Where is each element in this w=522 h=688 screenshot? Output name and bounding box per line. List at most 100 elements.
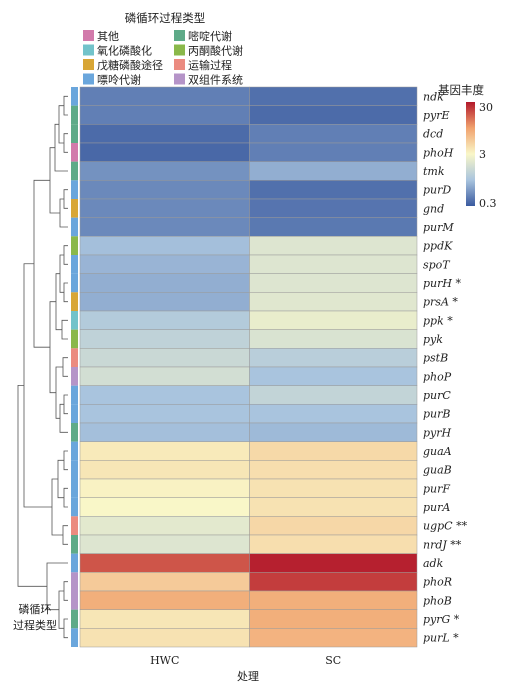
heatmap-cell bbox=[249, 105, 418, 125]
category-cell bbox=[71, 199, 78, 218]
heatmap-cell bbox=[249, 292, 418, 312]
dendrogram-branch bbox=[62, 357, 68, 377]
dendrogram-branch bbox=[63, 450, 68, 471]
row-label: adk bbox=[423, 557, 444, 570]
heatmap-cell bbox=[79, 86, 250, 106]
category-cell bbox=[71, 423, 78, 442]
heatmap-cell bbox=[79, 404, 250, 424]
heatmap-cell bbox=[249, 590, 418, 610]
row-label: purF bbox=[423, 482, 450, 495]
heatmap-cell bbox=[79, 478, 250, 498]
category-cell bbox=[71, 273, 78, 293]
side-label-line2: 过程类型 bbox=[13, 618, 57, 632]
row-label: ugpC ** bbox=[423, 520, 468, 533]
dendrogram-branch bbox=[33, 179, 50, 348]
dendrogram-branch bbox=[63, 189, 68, 209]
legend-item-label: 嘧啶代谢 bbox=[188, 29, 232, 43]
colorbar-title: 基因丰度 bbox=[438, 83, 484, 97]
row-label: spoT bbox=[423, 258, 451, 271]
dendrogram-branch bbox=[63, 95, 68, 116]
row-label: prsA * bbox=[423, 296, 458, 309]
heatmap-cell bbox=[249, 217, 418, 237]
heatmap-cell bbox=[249, 310, 418, 330]
category-cell bbox=[71, 516, 78, 535]
dendrogram-branch bbox=[63, 618, 68, 639]
heatmap-cell bbox=[79, 329, 250, 349]
heatmap-cell bbox=[249, 441, 418, 461]
heatmap-cell bbox=[79, 553, 250, 573]
colorbar-tick-low: 0.3 bbox=[479, 197, 497, 210]
row-label: pyrH bbox=[423, 426, 452, 439]
heatmap-cell bbox=[79, 590, 250, 610]
row-label: purH * bbox=[423, 277, 461, 290]
category-cell bbox=[71, 217, 78, 237]
dendrogram-branch bbox=[49, 301, 56, 394]
legend-swatch bbox=[174, 30, 185, 41]
dendrogram-branch bbox=[55, 273, 62, 331]
dendrogram-branch bbox=[58, 590, 64, 629]
category-cell bbox=[71, 404, 78, 423]
colorbar-tick-mid: 3 bbox=[479, 148, 486, 161]
dendrogram-branch bbox=[54, 123, 68, 172]
heatmap-cell bbox=[249, 236, 418, 256]
heatmap-cell bbox=[249, 348, 418, 368]
category-cell bbox=[71, 124, 78, 143]
heatmap-cell bbox=[249, 385, 418, 405]
legend-title: 磷循环过程类型 bbox=[125, 11, 206, 25]
heatmap-cell bbox=[249, 553, 418, 573]
legend-item-label: 氧化磷酸化 bbox=[97, 44, 152, 58]
heatmap-cell bbox=[249, 497, 418, 517]
heatmap-cell bbox=[249, 124, 418, 144]
category-cell bbox=[71, 143, 78, 162]
heatmap-cell bbox=[79, 534, 250, 554]
heatmap-cell bbox=[249, 366, 418, 386]
category-cell bbox=[71, 180, 78, 199]
category-strip bbox=[71, 87, 78, 647]
column-label: SC bbox=[325, 654, 341, 667]
row-label: ppk * bbox=[423, 314, 453, 327]
dendrogram-branch bbox=[23, 263, 52, 508]
heatmap-cell bbox=[249, 422, 418, 442]
column-labels: HWC SC bbox=[150, 654, 341, 667]
heatmap-cell bbox=[79, 460, 250, 480]
row-label: purM bbox=[423, 221, 454, 234]
heatmap-cell bbox=[79, 628, 250, 648]
row-label: purC bbox=[423, 389, 451, 402]
row-dendrogram bbox=[17, 95, 68, 639]
heatmap-cell bbox=[79, 217, 250, 237]
category-cell bbox=[71, 255, 78, 274]
heatmap-cell bbox=[79, 497, 250, 517]
heatmap-cell bbox=[79, 385, 250, 405]
row-label: phoB bbox=[423, 594, 452, 607]
heatmap-cell bbox=[79, 310, 250, 330]
dendrogram-branch bbox=[51, 478, 63, 536]
heatmap-cell bbox=[79, 236, 250, 256]
heatmap-cell bbox=[79, 198, 250, 218]
heatmap-cell bbox=[79, 273, 250, 293]
dendrogram-branch bbox=[17, 384, 47, 587]
dendrogram-branch bbox=[63, 394, 68, 415]
category-cell bbox=[71, 441, 78, 461]
dendrogram-branch bbox=[63, 133, 68, 153]
heatmap-cell bbox=[79, 124, 250, 144]
heatmap-cell bbox=[79, 105, 250, 125]
category-cell bbox=[71, 385, 78, 405]
dendrogram-branch bbox=[63, 282, 68, 303]
heatmap-cell bbox=[79, 572, 250, 592]
heatmap-cell bbox=[249, 478, 418, 498]
legend-swatch bbox=[83, 73, 94, 85]
side-label-line1: 磷循环 bbox=[19, 603, 52, 616]
heatmap-cell bbox=[79, 180, 250, 200]
row-label: tmk bbox=[423, 165, 445, 178]
column-label: HWC bbox=[150, 654, 179, 667]
x-axis-label: 处理 bbox=[237, 670, 259, 683]
row-label: pstB bbox=[423, 352, 448, 365]
legend-item-label: 戊糖磷酸途径 bbox=[97, 58, 163, 72]
heatmap-cell bbox=[249, 180, 418, 200]
category-cell bbox=[71, 311, 78, 330]
dendrogram-branch bbox=[59, 254, 64, 293]
row-label: ndk bbox=[423, 90, 444, 103]
color-scale-legend: 基因丰度 30 3 0.3 bbox=[438, 83, 497, 210]
row-label: pyrE bbox=[423, 109, 450, 122]
